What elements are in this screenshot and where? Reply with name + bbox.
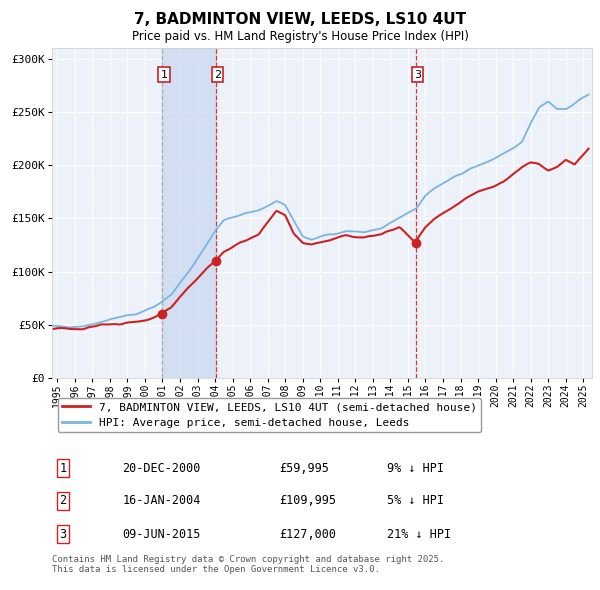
Text: 3: 3	[414, 70, 421, 80]
Text: 1: 1	[161, 70, 168, 80]
Text: 2: 2	[214, 70, 221, 80]
Text: Price paid vs. HM Land Registry's House Price Index (HPI): Price paid vs. HM Land Registry's House …	[131, 30, 469, 43]
Text: Contains HM Land Registry data © Crown copyright and database right 2025.
This d: Contains HM Land Registry data © Crown c…	[52, 555, 445, 575]
Text: £109,995: £109,995	[279, 494, 336, 507]
Text: 21% ↓ HPI: 21% ↓ HPI	[387, 527, 451, 540]
Text: 2: 2	[59, 494, 67, 507]
Text: 7, BADMINTON VIEW, LEEDS, LS10 4UT: 7, BADMINTON VIEW, LEEDS, LS10 4UT	[134, 12, 466, 27]
Text: 3: 3	[59, 527, 67, 540]
Text: £59,995: £59,995	[279, 461, 329, 474]
Bar	[163, 48, 216, 378]
Text: 16-JAN-2004: 16-JAN-2004	[122, 494, 200, 507]
Legend: 7, BADMINTON VIEW, LEEDS, LS10 4UT (semi-detached house), HPI: Average price, se: 7, BADMINTON VIEW, LEEDS, LS10 4UT (semi…	[58, 398, 481, 432]
Text: 5% ↓ HPI: 5% ↓ HPI	[387, 494, 444, 507]
Text: 9% ↓ HPI: 9% ↓ HPI	[387, 461, 444, 474]
Text: 20-DEC-2000: 20-DEC-2000	[122, 461, 200, 474]
Text: £127,000: £127,000	[279, 527, 336, 540]
Text: 09-JUN-2015: 09-JUN-2015	[122, 527, 200, 540]
Text: 1: 1	[59, 461, 67, 474]
